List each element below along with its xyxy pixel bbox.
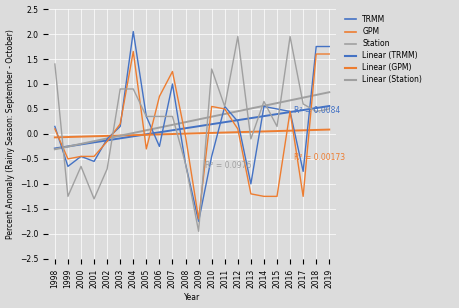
Text: R² = 0.0084: R² = 0.0084 — [293, 106, 340, 115]
Legend: TRMM, GPM, Station, Linear (TRMM), Linear (GPM), Linear (Station): TRMM, GPM, Station, Linear (TRMM), Linea… — [342, 13, 424, 87]
Y-axis label: Percent Anomaly (Rainy Season: September - October): Percent Anomaly (Rainy Season: September… — [6, 29, 15, 239]
Text: R² = 0.00173: R² = 0.00173 — [293, 153, 344, 162]
X-axis label: Year: Year — [184, 294, 200, 302]
Text: R² = 0.0976: R² = 0.0976 — [205, 161, 251, 170]
